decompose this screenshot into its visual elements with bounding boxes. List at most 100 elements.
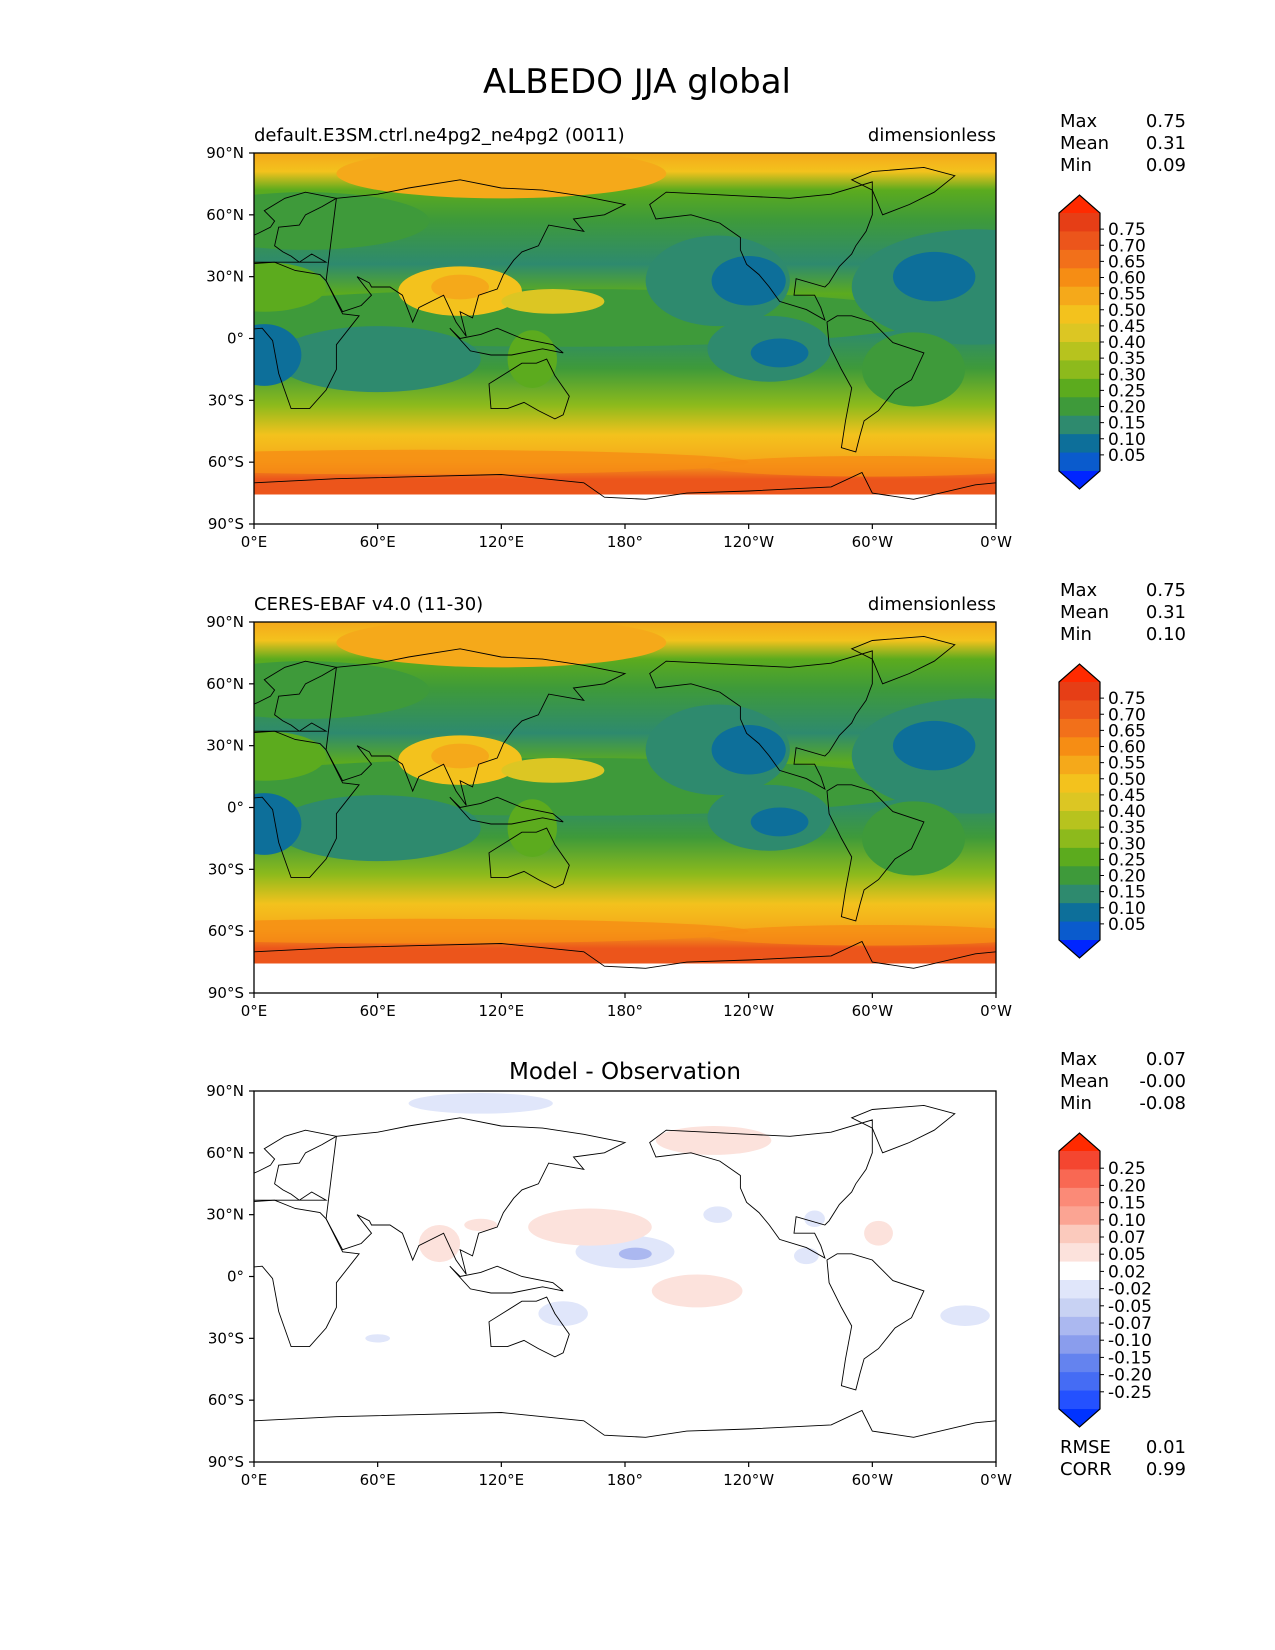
colorbar-tick-label: 0.05 (1108, 1245, 1146, 1265)
colorbar-segment (1059, 921, 1100, 941)
lon-tick-label: 60°E (360, 1002, 396, 1020)
colorbar-difference: 0.250.200.150.100.070.050.02-0.02-0.05-0… (1058, 1132, 1152, 1428)
coastline-south-america (826, 315, 925, 453)
indian-ocean-low (274, 795, 481, 862)
colorbar-tick-label: 0.05 (1108, 915, 1146, 935)
colorbar-segment (1059, 792, 1100, 812)
lon-tick-label: 120°E (479, 533, 525, 551)
negative-anomaly-7 (365, 1334, 391, 1343)
colorbar-segment (1059, 737, 1100, 757)
colorbar-segment (1059, 1151, 1100, 1170)
colorbar-segment (1059, 884, 1100, 904)
coastline-north-america (649, 650, 873, 790)
coastline-asia (325, 179, 627, 337)
colorbar-tick-label: 0.15 (1108, 1194, 1146, 1214)
panel-units: dimensionless (868, 125, 996, 146)
atlantic-south-min (254, 324, 302, 386)
colorbar-tick-label: 0.35 (1108, 818, 1146, 838)
colorbar-segment (1059, 213, 1100, 232)
colorbar-tick-label: 0.05 (1108, 446, 1146, 466)
colorbar-tick-label: 0.45 (1108, 317, 1146, 337)
negative-anomaly-5 (794, 1247, 819, 1265)
lon-tick-label: 60°E (360, 1471, 396, 1489)
colorbar-segment (1059, 231, 1100, 251)
colorbar-segment (1059, 360, 1100, 380)
colorbar-segment (1059, 903, 1100, 923)
figure-title: ALBEDO JJA global (483, 62, 791, 102)
colorbar-tick-label: 0.25 (1108, 850, 1146, 870)
coastline-australia (488, 827, 570, 889)
coastline-north-america (649, 181, 873, 321)
lat-tick-label: 30°S (208, 391, 244, 409)
atlantic-north-min (892, 720, 976, 771)
colorbar-tick-label: 0.25 (1108, 381, 1146, 401)
coastline-indonesia (449, 796, 564, 825)
colorbar-segment (1059, 1316, 1100, 1336)
colorbar-segment (1059, 323, 1100, 343)
lat-tick-label: 30°N (206, 1206, 244, 1224)
colorbar-tick-label: 0.10 (1108, 430, 1146, 450)
lon-tick-label: 60°W (852, 1002, 894, 1020)
colorbar-extend-max (1059, 1133, 1100, 1151)
colorbar-tick-label: 0.50 (1108, 301, 1146, 321)
colorbar-segment (1059, 415, 1100, 435)
lat-tick-label: 90°S (208, 984, 244, 1002)
colorbar-segment (1059, 829, 1100, 849)
colorbar-segment (1059, 1390, 1100, 1410)
axes-observation: 90°N 60°N 30°N 0° 30°S 60°S 90°S0°E 60°E 120°E 18… (206, 594, 1012, 1020)
colorbar-tick-label: -0.10 (1108, 1331, 1152, 1351)
coastline-europe (254, 660, 338, 732)
pacific-min-north (711, 256, 786, 306)
colorbar-segment (1059, 1372, 1100, 1392)
lat-tick-label: 30°N (206, 737, 244, 755)
lat-tick-label: 0° (227, 1268, 244, 1286)
tibet-peak (431, 743, 489, 769)
southern-ocean-high-west (707, 924, 996, 946)
stat-label: Max (1060, 111, 1098, 132)
lon-tick-label: 120°W (723, 533, 774, 551)
colorbar-outline (1058, 663, 1101, 959)
colorbar-segment (1059, 718, 1100, 738)
australia-north (507, 799, 557, 857)
stat-value: -0.00 (1139, 1071, 1186, 1092)
colorbar-segment (1059, 1187, 1100, 1207)
coastline-south-america (826, 1253, 925, 1391)
lon-tick-label: 120°W (723, 1471, 774, 1489)
colorbar-tick-label: 0.60 (1108, 738, 1146, 758)
lon-tick-label: 60°W (852, 1471, 894, 1489)
colorbar-tick-label: 0.70 (1108, 236, 1146, 256)
stat-value: -0.08 (1139, 1093, 1186, 1114)
lat-tick-label: 90°S (208, 1453, 244, 1471)
tibet-peak (431, 274, 489, 300)
coastline-australia (488, 1296, 570, 1358)
colorbar-model: 0.750.700.650.600.550.500.450.400.350.30… (1058, 194, 1146, 490)
lat-tick-label: 60°S (208, 922, 244, 940)
eurasia-band (254, 661, 430, 719)
stat-value: 0.07 (1146, 1049, 1186, 1070)
colorbar-tick-label: 0.10 (1108, 1211, 1146, 1231)
colorbar-tick-label: -0.25 (1108, 1383, 1152, 1403)
positive-anomaly-5 (864, 1220, 893, 1246)
coastline-asia (325, 648, 627, 806)
panel-title-left: default.E3SM.ctrl.ne4pg2_ne4pg2 (0011) (254, 125, 625, 146)
lon-tick-label: 120°W (723, 1002, 774, 1020)
stat-label: Mean (1060, 133, 1109, 154)
coastline-europe (254, 191, 338, 263)
metric-label: RMSE (1060, 1437, 1111, 1458)
colorbar-segment (1059, 1353, 1100, 1373)
coastline-asia (325, 1117, 627, 1275)
positive-anomaly-3 (464, 1218, 498, 1232)
eurasia-band (254, 192, 430, 250)
colorbar-tick-label: 0.55 (1108, 754, 1146, 774)
colorbar-tick-label: 0.75 (1108, 689, 1146, 709)
stat-value: 0.31 (1146, 602, 1186, 623)
coastline-africa (254, 1199, 360, 1348)
colorbar-segment (1059, 1335, 1100, 1355)
colorbar-tick-label: 0.50 (1108, 770, 1146, 790)
colorbar-segment (1059, 1169, 1100, 1189)
colorbar-tick-label: 0.15 (1108, 414, 1146, 434)
colorbar-segment (1059, 268, 1100, 288)
panel-title-left: CERES-EBAF v4.0 (11-30) (254, 594, 483, 615)
colorbar-tick-label: 0.15 (1108, 883, 1146, 903)
colorbar-tick-label: 0.65 (1108, 721, 1146, 741)
